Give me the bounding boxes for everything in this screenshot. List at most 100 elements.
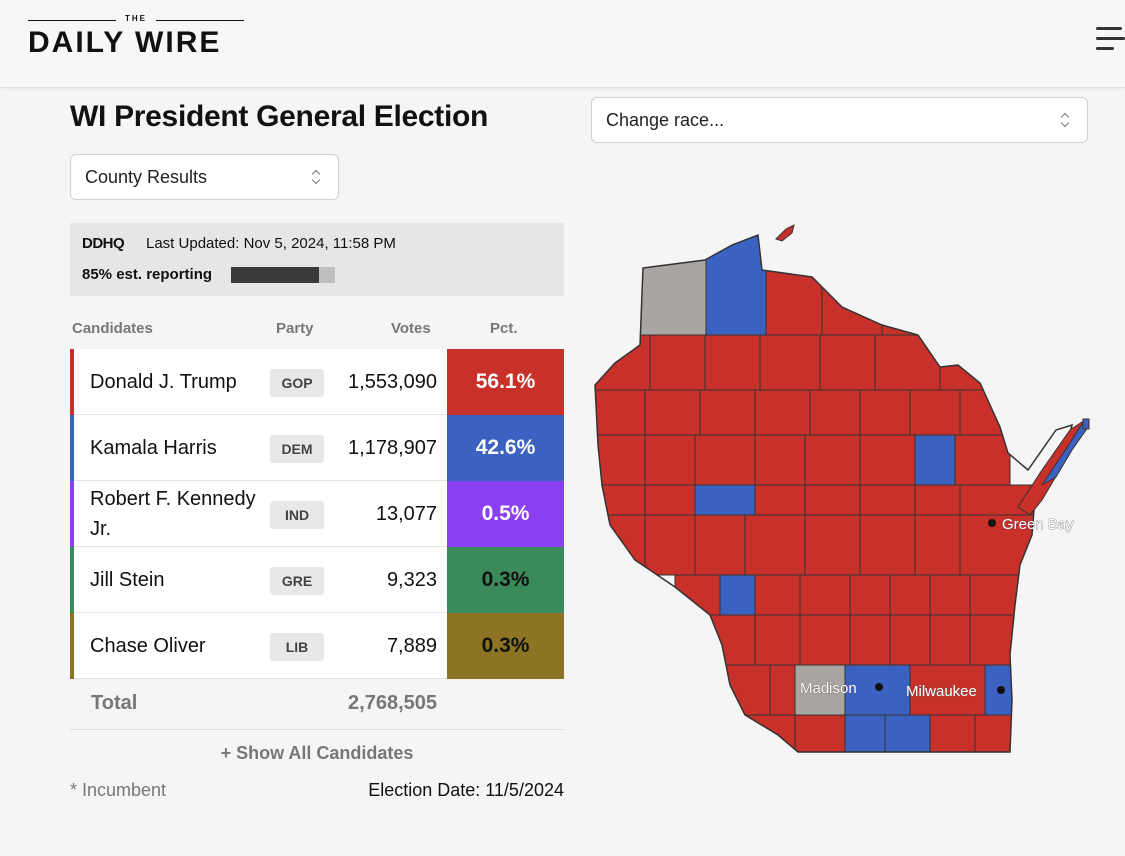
county[interactable] [804,434,861,486]
county[interactable] [954,434,1011,486]
county[interactable] [705,235,767,336]
results-view-select[interactable]: County Results [70,154,339,200]
vote-count: 7,889 [386,634,437,657]
county[interactable] [929,614,971,666]
county[interactable] [799,574,851,616]
candidate-row[interactable]: Jill Stein GRE 9,323 0.3% [70,547,564,613]
hamburger-menu-icon[interactable] [1092,24,1125,54]
select-arrows-icon [1061,112,1069,128]
county[interactable] [595,434,646,486]
county[interactable] [821,235,883,336]
candidate-row[interactable]: Donald J. Trump GOP 1,553,090 56.1% [70,349,564,415]
show-all-candidates-link[interactable]: + Show All Candidates [220,743,414,763]
county[interactable] [699,614,756,666]
header-party: Party [276,320,314,337]
county[interactable] [754,434,806,486]
total-votes: 2,768,505 [348,692,437,714]
county[interactable] [649,334,706,391]
madison-label: Madison [800,680,857,697]
party-color-bar [70,613,74,679]
county[interactable] [699,389,756,436]
county[interactable] [644,514,696,576]
vote-count: 9,323 [386,568,437,591]
county[interactable] [859,514,916,576]
wisconsin-county-map[interactable]: Green Bay Madison Milwaukee [580,215,1100,760]
county[interactable] [754,574,801,616]
county[interactable] [674,574,721,616]
county[interactable] [644,484,696,516]
county[interactable] [939,334,991,391]
madison-marker [875,683,883,691]
county[interactable] [644,434,696,486]
county[interactable] [694,484,756,516]
header-pct: Pct. [490,320,518,337]
county[interactable] [744,514,806,576]
county[interactable] [889,574,931,616]
county[interactable] [819,334,876,391]
vote-percentage: 0.5% [447,481,564,547]
county[interactable] [704,334,761,391]
reporting-progress-fill [231,267,320,283]
candidate-row[interactable]: Kamala Harris DEM 1,178,907 42.6% [70,415,564,481]
reporting-progress-bar [231,267,335,283]
last-updated-text: Last Updated: Nov 5, 2024, 11:58 PM [146,235,396,252]
county[interactable] [859,389,911,436]
county[interactable] [719,574,756,616]
county[interactable] [804,484,861,516]
county[interactable] [809,389,861,436]
apostle-islands [775,224,795,242]
county[interactable] [644,389,701,436]
county[interactable] [794,714,846,755]
candidate-row[interactable]: Chase Oliver LIB 7,889 0.3% [70,613,564,679]
county[interactable] [929,714,976,755]
county[interactable] [889,614,931,666]
county[interactable] [754,484,806,516]
county[interactable] [859,484,916,516]
county[interactable] [884,714,931,755]
logo-top-line: THE [28,14,244,26]
milwaukee-label: Milwaukee [906,683,977,700]
county-door-dem[interactable] [1041,422,1087,486]
county[interactable] [694,434,756,486]
county[interactable] [909,664,986,716]
county[interactable] [794,664,846,716]
county[interactable] [799,614,851,666]
county[interactable] [914,514,961,576]
reporting-text: 85% est. reporting [82,266,213,283]
party-badge: LIB [270,633,324,661]
county[interactable] [765,235,823,336]
county[interactable] [595,514,646,576]
county[interactable] [804,514,861,576]
county[interactable] [914,484,961,516]
county[interactable] [909,389,961,436]
state-outline [594,233,1074,753]
daily-wire-logo[interactable]: THE DAILY WIRE [28,14,248,64]
county[interactable] [694,514,746,576]
candidate-row[interactable]: Robert F. Kennedy Jr. IND 13,077 0.5% [70,481,564,547]
county[interactable] [595,389,646,436]
change-race-select[interactable]: Change race... [591,97,1088,143]
county[interactable] [859,434,916,486]
county[interactable] [754,389,811,436]
county[interactable] [969,574,1031,616]
county[interactable] [929,574,971,616]
county[interactable] [959,389,1006,436]
county[interactable] [914,434,956,486]
party-color-bar [70,349,74,415]
county[interactable] [874,334,941,391]
county[interactable] [769,664,796,716]
county[interactable] [881,235,943,336]
county[interactable] [595,334,651,391]
county[interactable] [849,574,891,616]
county[interactable] [969,614,1031,666]
county[interactable] [849,614,891,666]
county[interactable] [639,235,707,336]
vote-percentage: 0.3% [447,613,564,679]
county[interactable] [754,614,801,666]
county[interactable] [974,714,1016,755]
county[interactable] [844,714,886,755]
county[interactable] [759,334,821,391]
candidate-name: Donald J. Trump [90,371,237,393]
county[interactable] [729,714,796,755]
party-color-bar [70,481,74,547]
